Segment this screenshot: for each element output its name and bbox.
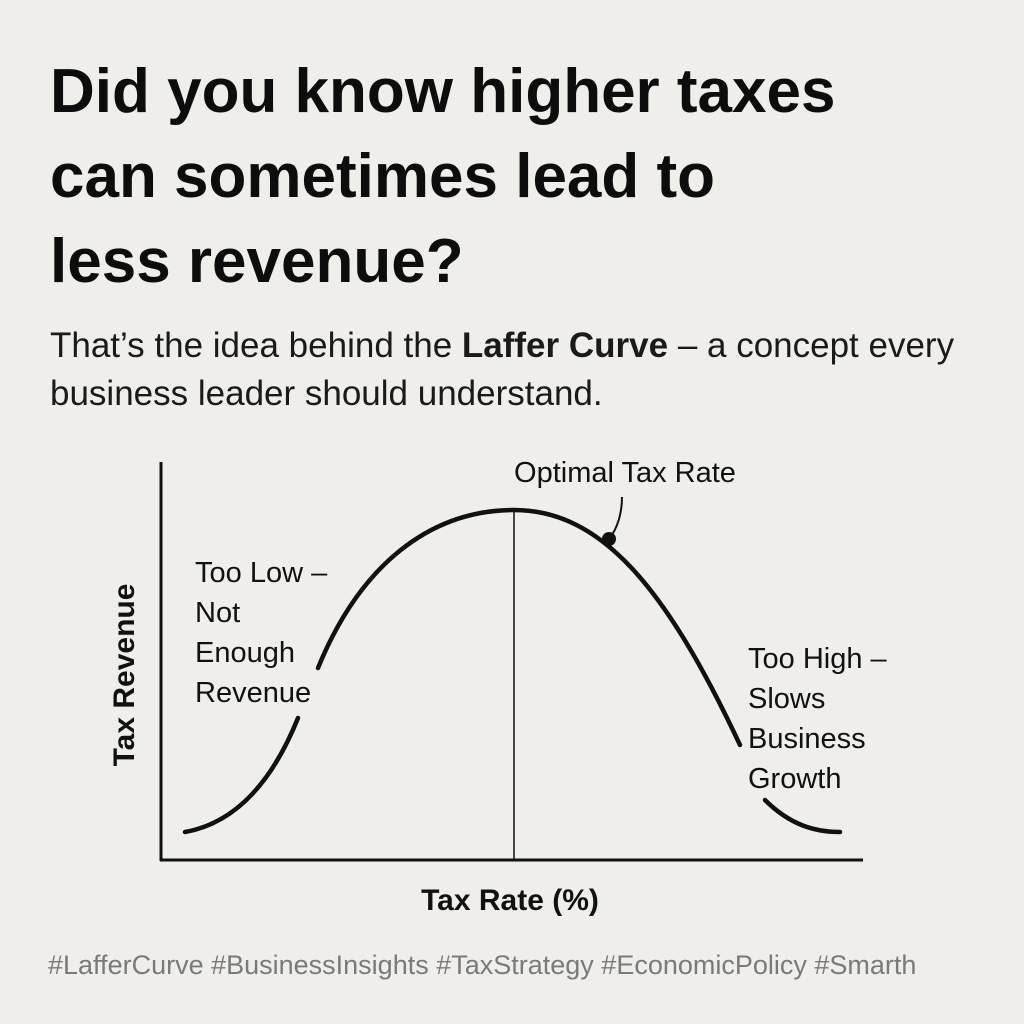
subtitle-bold: Laffer Curve — [461, 326, 669, 365]
high-label: Too High – Slows Business Growth — [748, 643, 895, 795]
peak-label: Optimal Tax Rate — [514, 457, 736, 489]
headline-line: can sometimes lead to — [50, 142, 715, 211]
label-line: Growth — [748, 763, 841, 795]
label-line: Too Low – — [195, 557, 328, 589]
label-line: Too High – — [748, 643, 888, 675]
label-line: Revenue — [195, 677, 311, 709]
y-axis-label: Tax Revenue — [108, 584, 141, 767]
x-axis-label: Tax Rate (%) — [421, 884, 599, 917]
headline: Did you know higher taxes can sometimes … — [50, 57, 853, 296]
subtitle-text: – a concept every business leader should… — [50, 326, 955, 413]
peak-dot — [602, 532, 616, 546]
subtitle: That’s the idea behind the Laffer Curve … — [50, 322, 990, 418]
laffer-curve — [182, 507, 843, 835]
hashtags: #LafferCurve #BusinessInsights #TaxStrat… — [48, 950, 916, 980]
headline-line: less revenue? — [50, 227, 464, 296]
label-line: Enough — [195, 637, 295, 669]
low-label: Too Low – Not Enough Revenue — [195, 557, 335, 709]
label-line: Business — [748, 723, 866, 755]
diagram — [159, 462, 863, 862]
headline-line: Did you know higher taxes — [50, 57, 835, 126]
label-line: Not — [195, 597, 240, 629]
subtitle-text: That’s the idea behind the — [50, 326, 453, 365]
label-line: Slows — [748, 683, 825, 715]
